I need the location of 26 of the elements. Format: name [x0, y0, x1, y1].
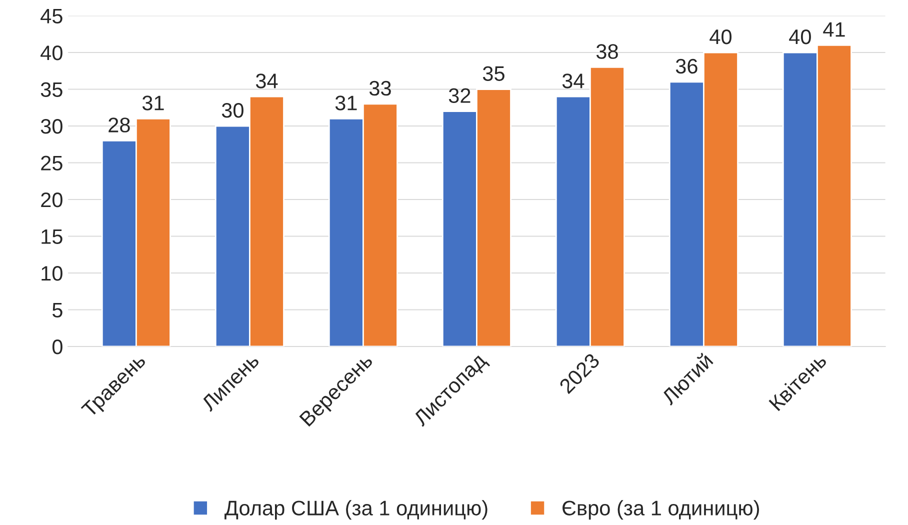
- y-tick-label: 45: [40, 8, 62, 24]
- data-label: 38: [596, 44, 618, 59]
- data-label: 35: [482, 66, 504, 81]
- data-label: 32: [448, 88, 470, 104]
- data-label: 31: [142, 96, 164, 110]
- data-label: 36: [676, 58, 698, 74]
- data-label: 28: [108, 118, 130, 132]
- data-label: 34: [256, 74, 278, 88]
- data-label: 31: [335, 96, 357, 110]
- y-tick-label: 20: [41, 192, 62, 208]
- y-tick-label: 5: [52, 302, 62, 318]
- y-tick-label: 40: [40, 46, 62, 60]
- legend-label: Долар США (за 1 одиницю): [224, 500, 488, 520]
- y-tick-label: 35: [40, 82, 62, 98]
- y-tick-label: 0: [52, 340, 62, 354]
- y-tick-label: 30: [40, 119, 62, 134]
- data-label: 40: [710, 29, 732, 44]
- y-tick-label: 10: [42, 266, 62, 281]
- data-label: 40: [789, 29, 811, 44]
- y-tick-label: 15: [42, 229, 62, 244]
- data-label: 34: [562, 74, 584, 88]
- y-tick-label: 25: [41, 156, 62, 171]
- legend-label: Євро (за 1 одиницю): [562, 500, 759, 520]
- data-label: 30: [222, 102, 244, 118]
- data-label: 33: [369, 80, 391, 96]
- data-label: 41: [823, 22, 845, 37]
